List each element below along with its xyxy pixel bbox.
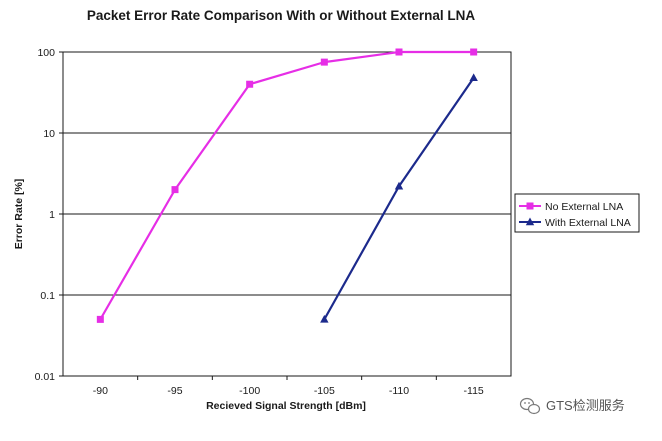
y-tick-label: 0.1 bbox=[40, 290, 55, 302]
wechat-icon bbox=[519, 397, 541, 415]
y-tick-label: 10 bbox=[43, 128, 55, 140]
x-tick-label: -90 bbox=[93, 385, 108, 397]
data-point bbox=[469, 73, 478, 82]
chart-title: Packet Error Rate Comparison With or Wit… bbox=[87, 8, 476, 23]
y-axis-title: Error Rate [%] bbox=[13, 179, 25, 250]
x-tick-label: -115 bbox=[464, 385, 484, 397]
legend-label: With External LNA bbox=[545, 217, 631, 229]
series-no-external-lna bbox=[96, 48, 478, 323]
data-point bbox=[171, 186, 179, 194]
data-point bbox=[470, 48, 478, 56]
legend: No External LNA With External LNA bbox=[514, 193, 640, 233]
x-tick-label: -110 bbox=[389, 385, 409, 397]
data-point bbox=[394, 181, 404, 190]
watermark-text: GTS检测服务 bbox=[546, 398, 625, 413]
y-tick-label: 1 bbox=[49, 209, 55, 221]
data-point bbox=[96, 315, 104, 323]
plot-area bbox=[62, 48, 512, 377]
legend-label: No External LNA bbox=[545, 201, 623, 213]
legend-swatch-marker bbox=[525, 217, 535, 226]
y-axis-ticks: 0.01 0.1 1 10 100 bbox=[35, 47, 63, 383]
legend-items: No External LNA With External LNA bbox=[519, 201, 631, 229]
legend-item: No External LNA bbox=[519, 201, 623, 213]
x-axis-ticks: -90 -95 -100 -105 -110 -115 bbox=[93, 376, 484, 397]
x-tick-label: -105 bbox=[314, 385, 335, 397]
data-point bbox=[395, 48, 403, 56]
x-axis-title: Recieved Signal Strength [dBm] bbox=[206, 400, 366, 412]
data-point bbox=[320, 58, 328, 66]
y-tick-label: 100 bbox=[37, 47, 55, 59]
data-point bbox=[320, 314, 329, 323]
legend-swatch-marker bbox=[526, 202, 534, 210]
series-with-external-lna bbox=[320, 73, 478, 323]
series-line bbox=[99, 50, 474, 320]
series-layer bbox=[96, 48, 478, 323]
x-tick-label: -95 bbox=[167, 385, 182, 397]
legend-item: With External LNA bbox=[519, 217, 631, 229]
y-tick-label: 0.01 bbox=[35, 371, 56, 383]
legend-box bbox=[514, 193, 640, 233]
data-point bbox=[246, 80, 254, 88]
watermark: GTS检测服务 bbox=[519, 397, 625, 415]
x-tick-label: -100 bbox=[239, 385, 260, 397]
